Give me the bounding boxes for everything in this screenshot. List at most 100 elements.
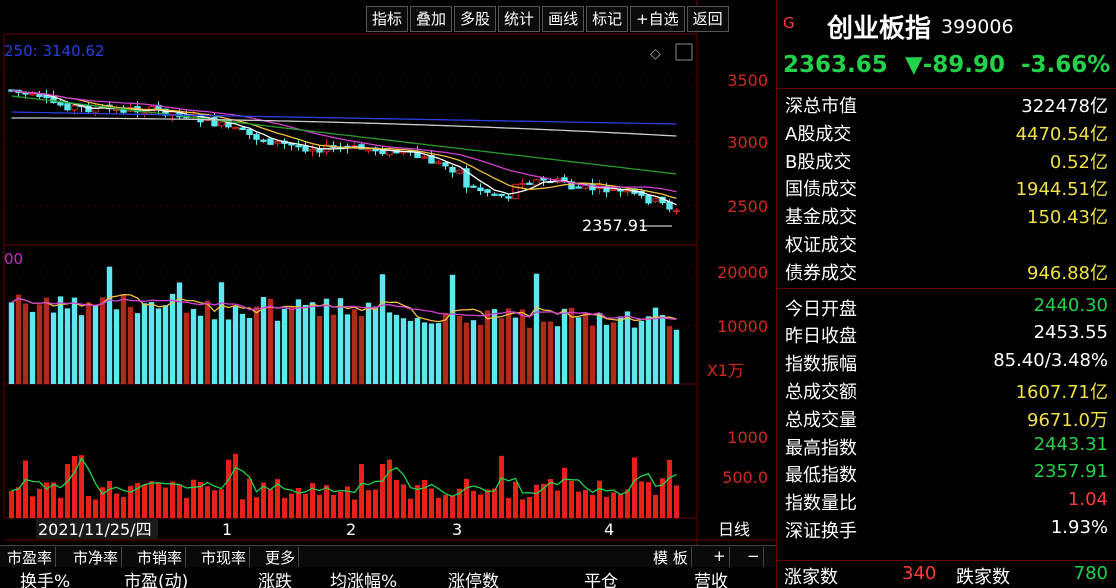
col-close-position[interactable]: 平仓 xyxy=(584,572,618,588)
tab-pe[interactable]: 市盈率 xyxy=(4,547,57,567)
volume-bar xyxy=(71,297,78,384)
x-axis-month-label: 4 xyxy=(604,520,614,539)
overlay-button[interactable]: 叠加 xyxy=(410,6,453,32)
up-count: 340 xyxy=(902,563,937,584)
amount-bar xyxy=(9,490,14,518)
market-stat-value: 322478亿 xyxy=(1021,96,1108,117)
amount-bar xyxy=(548,479,553,518)
statistics-button[interactable]: 统计 xyxy=(498,6,541,32)
down-count: 780 xyxy=(1073,563,1108,584)
amount-bar xyxy=(317,494,322,518)
kline-chart[interactable]: 3500 3000 2500 20000 10000 X1万 1000 500.0 250: 3… xyxy=(0,0,776,545)
candle-body xyxy=(260,139,267,142)
col-turnover[interactable]: 换手% xyxy=(20,572,71,588)
candle-body xyxy=(645,194,652,204)
volume-bar xyxy=(533,273,540,384)
amount-bar xyxy=(156,482,161,518)
volume-unit-label: X1万 xyxy=(707,361,744,380)
candle-body xyxy=(239,127,246,131)
amount-bar xyxy=(51,482,56,518)
index-stat-label: 总成交量 xyxy=(785,409,857,431)
candle-body xyxy=(435,161,442,164)
col-change[interactable]: 涨跌 xyxy=(258,572,292,588)
period-label: 日线 xyxy=(718,520,750,539)
volume-bar xyxy=(449,274,456,384)
diamond-icon: ◇ xyxy=(650,46,661,62)
index-stat-row: 指数量比 1.04 xyxy=(777,486,1116,514)
volume-bar xyxy=(470,320,477,384)
add-watchlist-button[interactable]: +自选 xyxy=(630,6,685,32)
candle-body xyxy=(211,116,218,127)
amount-bar xyxy=(184,497,189,518)
index-stat-row: 今日开盘 2440.30 xyxy=(777,292,1116,320)
tab-ps[interactable]: 市销率 xyxy=(134,547,187,567)
candle-body xyxy=(652,198,659,202)
remove-button[interactable]: − xyxy=(744,547,764,567)
volume-ma10-line xyxy=(11,297,677,321)
col-pe-dynamic[interactable]: 市盈(动) xyxy=(124,572,189,588)
volume-bar xyxy=(169,293,176,384)
amount-bar xyxy=(149,481,154,518)
volume-bar xyxy=(372,306,379,384)
window-toggle-icon xyxy=(675,43,693,61)
tab-more[interactable]: 更多 xyxy=(262,547,300,567)
volume-bar xyxy=(477,324,484,384)
candle-body xyxy=(57,101,64,106)
volume-tick: 20000 xyxy=(717,263,768,282)
col-limit-up[interactable]: 涨停数 xyxy=(448,572,499,588)
amount-bar xyxy=(499,455,504,518)
tab-pb[interactable]: 市净率 xyxy=(70,547,123,567)
amount-bar xyxy=(506,498,511,518)
g-badge: G xyxy=(783,14,795,32)
amount-bar xyxy=(632,457,637,518)
current-price: 2363.65 xyxy=(783,52,888,78)
volume-bar xyxy=(57,296,64,384)
candle-body xyxy=(512,183,519,200)
ma250-line xyxy=(11,117,677,137)
amount-bar xyxy=(590,495,595,518)
col-avg-change[interactable]: 均涨幅% xyxy=(330,572,398,588)
volume-bar xyxy=(575,317,582,384)
amount-bar xyxy=(646,482,651,518)
indicator-button[interactable]: 指标 xyxy=(366,6,409,32)
amount-bar xyxy=(415,485,420,518)
draw-line-button[interactable]: 画线 xyxy=(542,6,585,32)
volume-bar xyxy=(99,297,106,384)
amount-bar xyxy=(667,459,672,518)
index-stat-value: 1.93% xyxy=(1050,516,1108,538)
amount-bar xyxy=(436,497,441,518)
market-stat-row: 权证成交 xyxy=(777,228,1116,256)
amount-bar xyxy=(485,489,490,518)
ma20-line xyxy=(11,89,677,193)
index-stat-value: 1607.71亿 xyxy=(1015,381,1108,403)
amount-tick: 1000 xyxy=(727,428,768,447)
mark-button[interactable]: 标记 xyxy=(586,6,629,32)
index-stat-value: 2357.91 xyxy=(1033,461,1108,483)
volume-bar xyxy=(400,318,407,384)
amount-bar xyxy=(310,483,315,518)
kline-chart-area[interactable]: 3500 3000 2500 20000 10000 X1万 1000 500.0 250: 3… xyxy=(0,0,776,545)
volume-bar xyxy=(106,266,113,384)
candle-body xyxy=(29,93,36,96)
amount-bar xyxy=(352,499,357,518)
multi-stock-button[interactable]: 多股 xyxy=(454,6,497,32)
volume-bar xyxy=(652,307,659,384)
volume-bar xyxy=(239,313,246,384)
amount-bar xyxy=(247,478,252,518)
candle-body xyxy=(267,138,274,145)
amount-bar xyxy=(359,464,364,518)
volume-indicator-label: 00 xyxy=(4,250,23,268)
tab-pcf[interactable]: 市现率 xyxy=(198,547,251,567)
volume-bar xyxy=(638,320,645,384)
candle-body xyxy=(316,149,323,153)
back-button[interactable]: 返回 xyxy=(686,6,729,32)
col-revenue[interactable]: 营收 xyxy=(694,572,728,588)
template-button[interactable]: 模 板 xyxy=(650,547,692,567)
candle-body xyxy=(575,186,582,189)
price-line: 2363.65 ▼-89.90 -3.66% xyxy=(777,44,1116,89)
candle-body xyxy=(295,145,302,148)
down-count-label: 跌家数 xyxy=(956,567,1010,588)
volume-bar xyxy=(148,301,155,384)
add-button[interactable]: + xyxy=(710,547,730,567)
candle-body xyxy=(253,133,260,140)
